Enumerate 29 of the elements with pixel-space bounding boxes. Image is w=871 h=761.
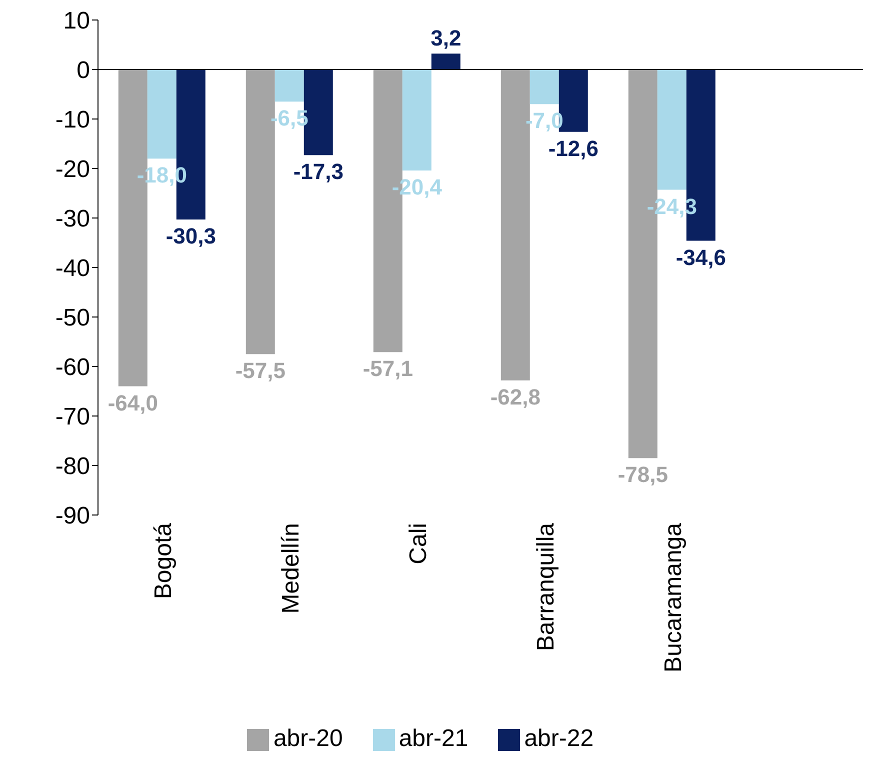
data-label: -17,3 — [293, 159, 344, 184]
x-tick-label: Bucaramanga — [660, 522, 687, 672]
y-tick-label: -60 — [55, 354, 90, 382]
legend-label: abr-22 — [524, 725, 594, 752]
y-tick-label: -10 — [55, 106, 90, 134]
y-tick-label: -90 — [55, 502, 90, 530]
data-label: -57,5 — [235, 358, 286, 384]
y-tick-label: -70 — [55, 404, 90, 431]
data-label: -64,0 — [108, 390, 158, 416]
x-tick-label: Cali — [404, 523, 432, 564]
data-label: -30,3 — [166, 223, 216, 248]
legend-label: abr-20 — [273, 725, 343, 752]
x-tick-label: Barranquilla — [532, 522, 560, 652]
y-tick-label: 0 — [76, 57, 90, 84]
data-label: 3,2 — [430, 26, 462, 51]
legend-label: abr-21 — [398, 725, 468, 752]
y-tick-label: -50 — [55, 304, 90, 332]
y-tick-label: -40 — [55, 255, 90, 282]
data-label: -62,8 — [490, 384, 540, 410]
y-tick-label: -80 — [55, 453, 90, 480]
x-tick-label: Bogotá — [150, 522, 177, 600]
data-label: -12,6 — [548, 136, 598, 161]
data-label: -78,5 — [618, 462, 668, 488]
data-label: -34,6 — [676, 244, 726, 270]
x-tick-label: Medellín — [277, 523, 304, 614]
data-label: -57,1 — [362, 356, 413, 382]
y-tick-label: 10 — [63, 8, 90, 35]
y-tick-label: -30 — [55, 206, 90, 233]
y-tick-label: -20 — [55, 156, 90, 184]
